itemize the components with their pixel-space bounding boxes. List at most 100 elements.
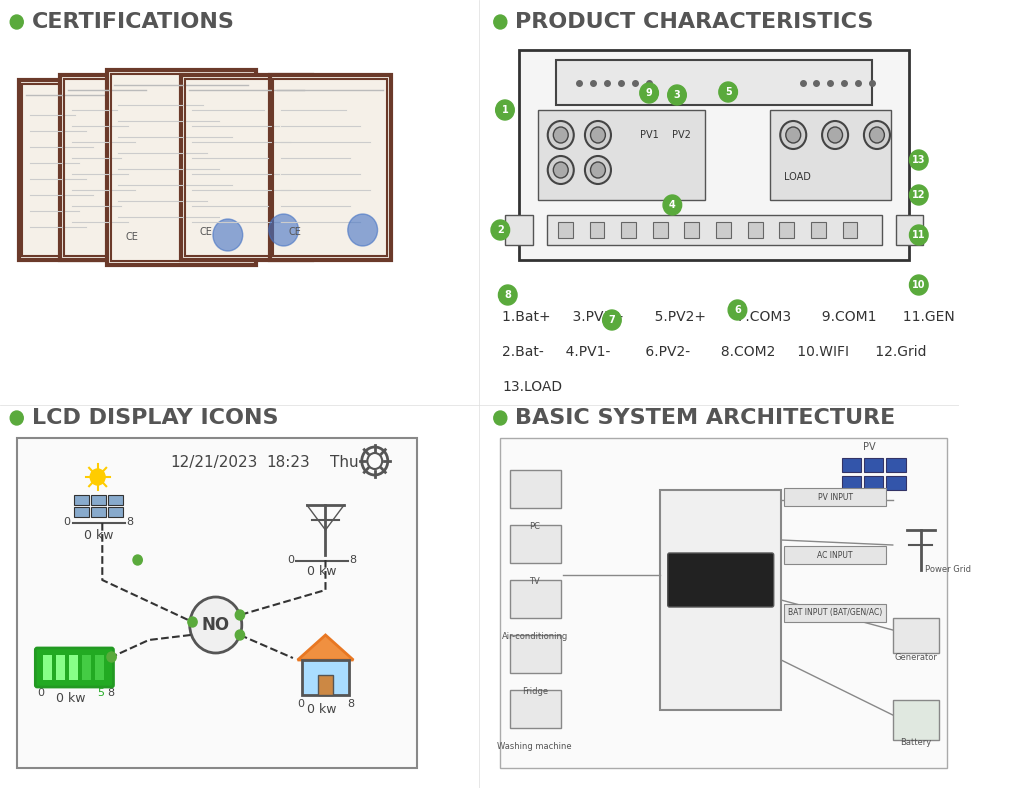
FancyBboxPatch shape [784,488,887,506]
FancyBboxPatch shape [784,604,887,622]
Text: Washing machine: Washing machine [497,742,572,751]
Circle shape [869,127,885,143]
FancyBboxPatch shape [95,655,104,680]
Circle shape [585,121,611,149]
FancyBboxPatch shape [500,438,946,768]
Text: 8: 8 [350,555,357,565]
Text: PRODUCT CHARACTERISTICS: PRODUCT CHARACTERISTICS [516,12,873,32]
FancyBboxPatch shape [108,495,123,505]
Text: AC INPUT: AC INPUT [818,551,853,559]
Circle shape [235,610,244,620]
Circle shape [213,219,242,251]
Text: PV: PV [863,442,875,452]
Circle shape [188,617,197,627]
FancyBboxPatch shape [509,525,561,563]
FancyBboxPatch shape [318,675,333,695]
Circle shape [554,162,568,178]
Text: PV2: PV2 [672,130,691,140]
Text: 0: 0 [287,555,294,565]
Text: PC: PC [529,522,540,531]
Text: BAT INPUT (BAT/GEN/AC): BAT INPUT (BAT/GEN/AC) [788,608,883,618]
FancyBboxPatch shape [509,470,561,508]
Text: 18:23: 18:23 [266,455,310,470]
FancyBboxPatch shape [784,546,887,564]
Circle shape [190,597,242,653]
Text: Air-conditioning: Air-conditioning [502,632,568,641]
Text: 0 kw: 0 kw [307,703,336,716]
FancyBboxPatch shape [546,215,882,245]
FancyBboxPatch shape [19,80,111,260]
Circle shape [786,127,801,143]
Circle shape [591,127,605,143]
Text: 8: 8 [504,290,511,300]
Text: LOAD: LOAD [785,172,811,182]
Text: Generator: Generator [895,653,937,662]
Circle shape [602,310,622,330]
FancyBboxPatch shape [660,490,781,710]
Text: BASIC SYSTEM ARCHITECTURE: BASIC SYSTEM ARCHITECTURE [516,408,896,428]
Text: 2: 2 [497,225,504,235]
Circle shape [547,121,574,149]
Polygon shape [298,635,354,660]
FancyBboxPatch shape [841,476,861,490]
FancyBboxPatch shape [91,507,106,517]
Text: 8: 8 [107,688,114,698]
FancyBboxPatch shape [779,222,794,238]
Text: 0 kw: 0 kw [307,565,336,578]
FancyBboxPatch shape [519,50,909,260]
Circle shape [909,185,928,205]
Text: 6: 6 [734,305,741,315]
FancyBboxPatch shape [505,215,533,245]
Circle shape [133,555,142,565]
Circle shape [347,214,377,246]
FancyBboxPatch shape [841,458,861,472]
FancyBboxPatch shape [842,222,858,238]
Circle shape [909,225,928,245]
Circle shape [663,195,681,215]
FancyBboxPatch shape [556,60,872,105]
Text: Fridge: Fridge [522,687,547,696]
FancyBboxPatch shape [747,222,763,238]
Circle shape [10,411,24,425]
Text: Power Grid: Power Grid [925,565,971,574]
FancyBboxPatch shape [74,507,90,517]
FancyBboxPatch shape [653,222,668,238]
Text: 2.Bat-     4.PV1-        6.PV2-       8.COM2     10.WIFI      12.Grid: 2.Bat- 4.PV1- 6.PV2- 8.COM2 10.WIFI 12.G… [502,345,927,359]
Circle shape [909,275,928,295]
FancyBboxPatch shape [509,635,561,673]
FancyBboxPatch shape [181,75,311,260]
FancyBboxPatch shape [270,75,391,260]
FancyBboxPatch shape [590,222,604,238]
FancyBboxPatch shape [61,75,154,260]
FancyBboxPatch shape [887,458,906,472]
Circle shape [107,652,117,662]
Text: 8: 8 [127,517,134,527]
FancyBboxPatch shape [509,690,561,728]
Circle shape [728,300,746,320]
FancyBboxPatch shape [91,495,106,505]
Text: 1: 1 [502,105,508,115]
Circle shape [494,15,507,29]
Circle shape [668,85,687,105]
Circle shape [498,285,518,305]
Circle shape [90,469,105,485]
Text: LCD DISPLAY ICONS: LCD DISPLAY ICONS [32,408,278,428]
Text: CE: CE [126,232,138,242]
Text: 5: 5 [725,87,732,97]
Text: 0 kw: 0 kw [56,692,86,705]
FancyBboxPatch shape [56,655,65,680]
FancyBboxPatch shape [108,507,123,517]
Circle shape [719,82,737,102]
FancyBboxPatch shape [887,476,906,490]
FancyBboxPatch shape [107,70,256,265]
FancyBboxPatch shape [864,476,884,490]
Circle shape [909,150,928,170]
Text: 4: 4 [669,200,675,210]
Text: 9: 9 [645,88,653,98]
FancyBboxPatch shape [74,495,90,505]
Text: 5: 5 [97,688,104,698]
Text: 8: 8 [346,699,354,709]
Circle shape [828,127,842,143]
FancyBboxPatch shape [35,648,113,687]
Text: PV INPUT: PV INPUT [818,492,853,501]
